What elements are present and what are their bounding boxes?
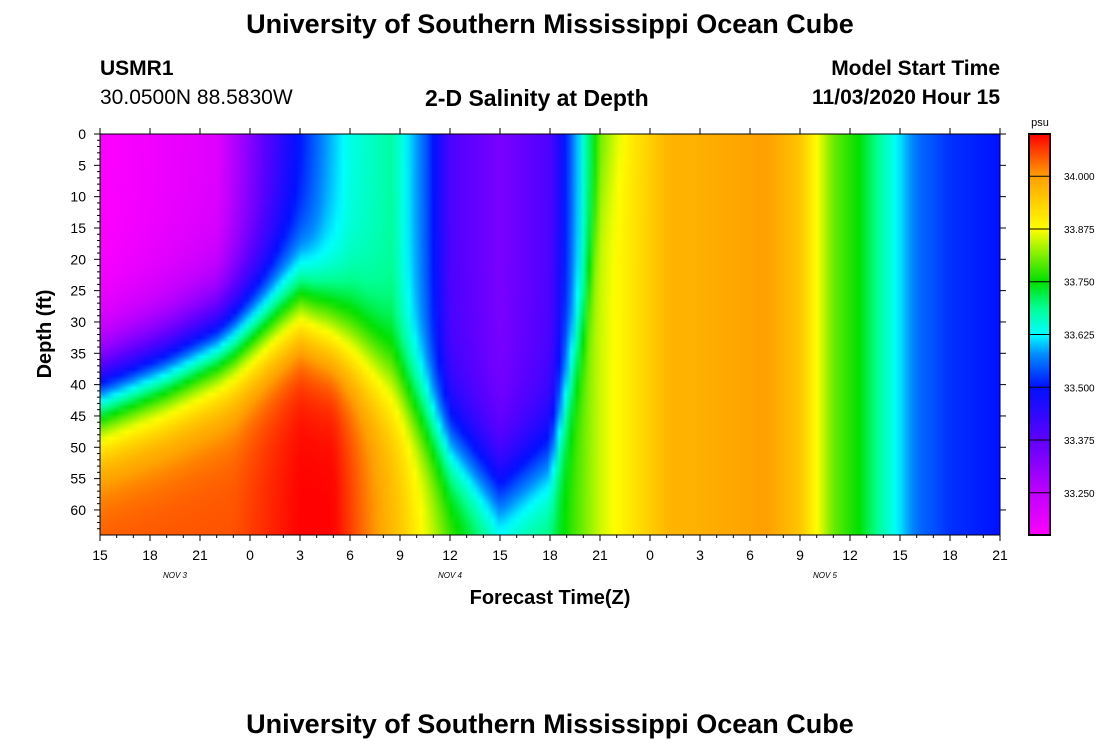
x-tick-label: 12 <box>842 547 858 563</box>
x-tick-label: 15 <box>92 547 108 563</box>
x-tick-label: 3 <box>296 547 304 563</box>
x-tick-label: 15 <box>492 547 508 563</box>
y-axis-label: Depth (ft) <box>34 290 56 379</box>
y-tick-label: 40 <box>70 377 86 393</box>
salinity-heatmap <box>100 134 1000 535</box>
colorbar-tick-label: 33.875 <box>1064 225 1095 236</box>
colorbar-unit: psu <box>1031 117 1049 129</box>
x-tick-label: 9 <box>796 547 804 563</box>
footer-title: University of Southern Mississippi Ocean… <box>246 709 854 739</box>
plot-area <box>99 133 1001 536</box>
y-tick-label: 25 <box>70 283 86 299</box>
y-tick-label: 55 <box>70 471 86 487</box>
page-title: University of Southern Mississippi Ocean… <box>246 9 854 39</box>
y-tick-label: 60 <box>70 502 86 518</box>
x-tick-label: 21 <box>192 547 208 563</box>
model-start-label: Model Start Time <box>831 57 1000 80</box>
x-tick-label: 9 <box>396 547 404 563</box>
y-tick-label: 10 <box>70 189 86 205</box>
colorbar: 34.000 33.875 33.750 33.625 33.500 33.375 33.2… <box>1028 133 1095 536</box>
y-tick-label: 5 <box>78 157 86 173</box>
colorbar-tick-label: 33.250 <box>1064 489 1095 500</box>
x-tick-label: 18 <box>142 547 158 563</box>
colorbar-tick-label: 33.750 <box>1064 278 1095 289</box>
y-tick-label: 0 <box>78 126 86 142</box>
x-axis-label: Forecast Time(Z) <box>470 587 631 609</box>
x-tick-label: 21 <box>592 547 608 563</box>
y-tick-label: 20 <box>70 251 86 267</box>
station-coordinates: 30.0500N 88.5830W <box>100 86 293 109</box>
x-tick-label: 6 <box>746 547 754 563</box>
y-tick-label: 35 <box>70 345 86 361</box>
colorbar-tick-label: 33.625 <box>1064 331 1095 342</box>
date-label: NOV 5 <box>813 571 838 580</box>
x-tick-label: 15 <box>892 547 908 563</box>
date-label: NOV 3 <box>163 571 188 580</box>
date-label: NOV 4 <box>438 571 463 580</box>
model-start-value: 11/03/2020 Hour 15 <box>812 86 1000 109</box>
x-tick-label: 12 <box>442 547 458 563</box>
x-tick-label: 18 <box>942 547 958 563</box>
y-tick-label: 50 <box>70 439 86 455</box>
x-tick-label: 0 <box>246 547 254 563</box>
colorbar-tick-label: 33.500 <box>1064 383 1095 394</box>
x-tick-label: 0 <box>646 547 654 563</box>
y-tick-label: 15 <box>70 220 86 236</box>
x-tick-label: 21 <box>992 547 1008 563</box>
x-tick-label: 18 <box>542 547 558 563</box>
y-tick-label: 30 <box>70 314 86 330</box>
x-tick-label: 6 <box>346 547 354 563</box>
colorbar-tick-label: 33.375 <box>1064 436 1095 447</box>
colorbar-tick-label: 34.000 <box>1064 172 1095 183</box>
chart-title: 2-D Salinity at Depth <box>425 85 649 111</box>
x-tick-label: 3 <box>696 547 704 563</box>
station-id: USMR1 <box>100 57 174 80</box>
y-tick-label: 45 <box>70 408 86 424</box>
